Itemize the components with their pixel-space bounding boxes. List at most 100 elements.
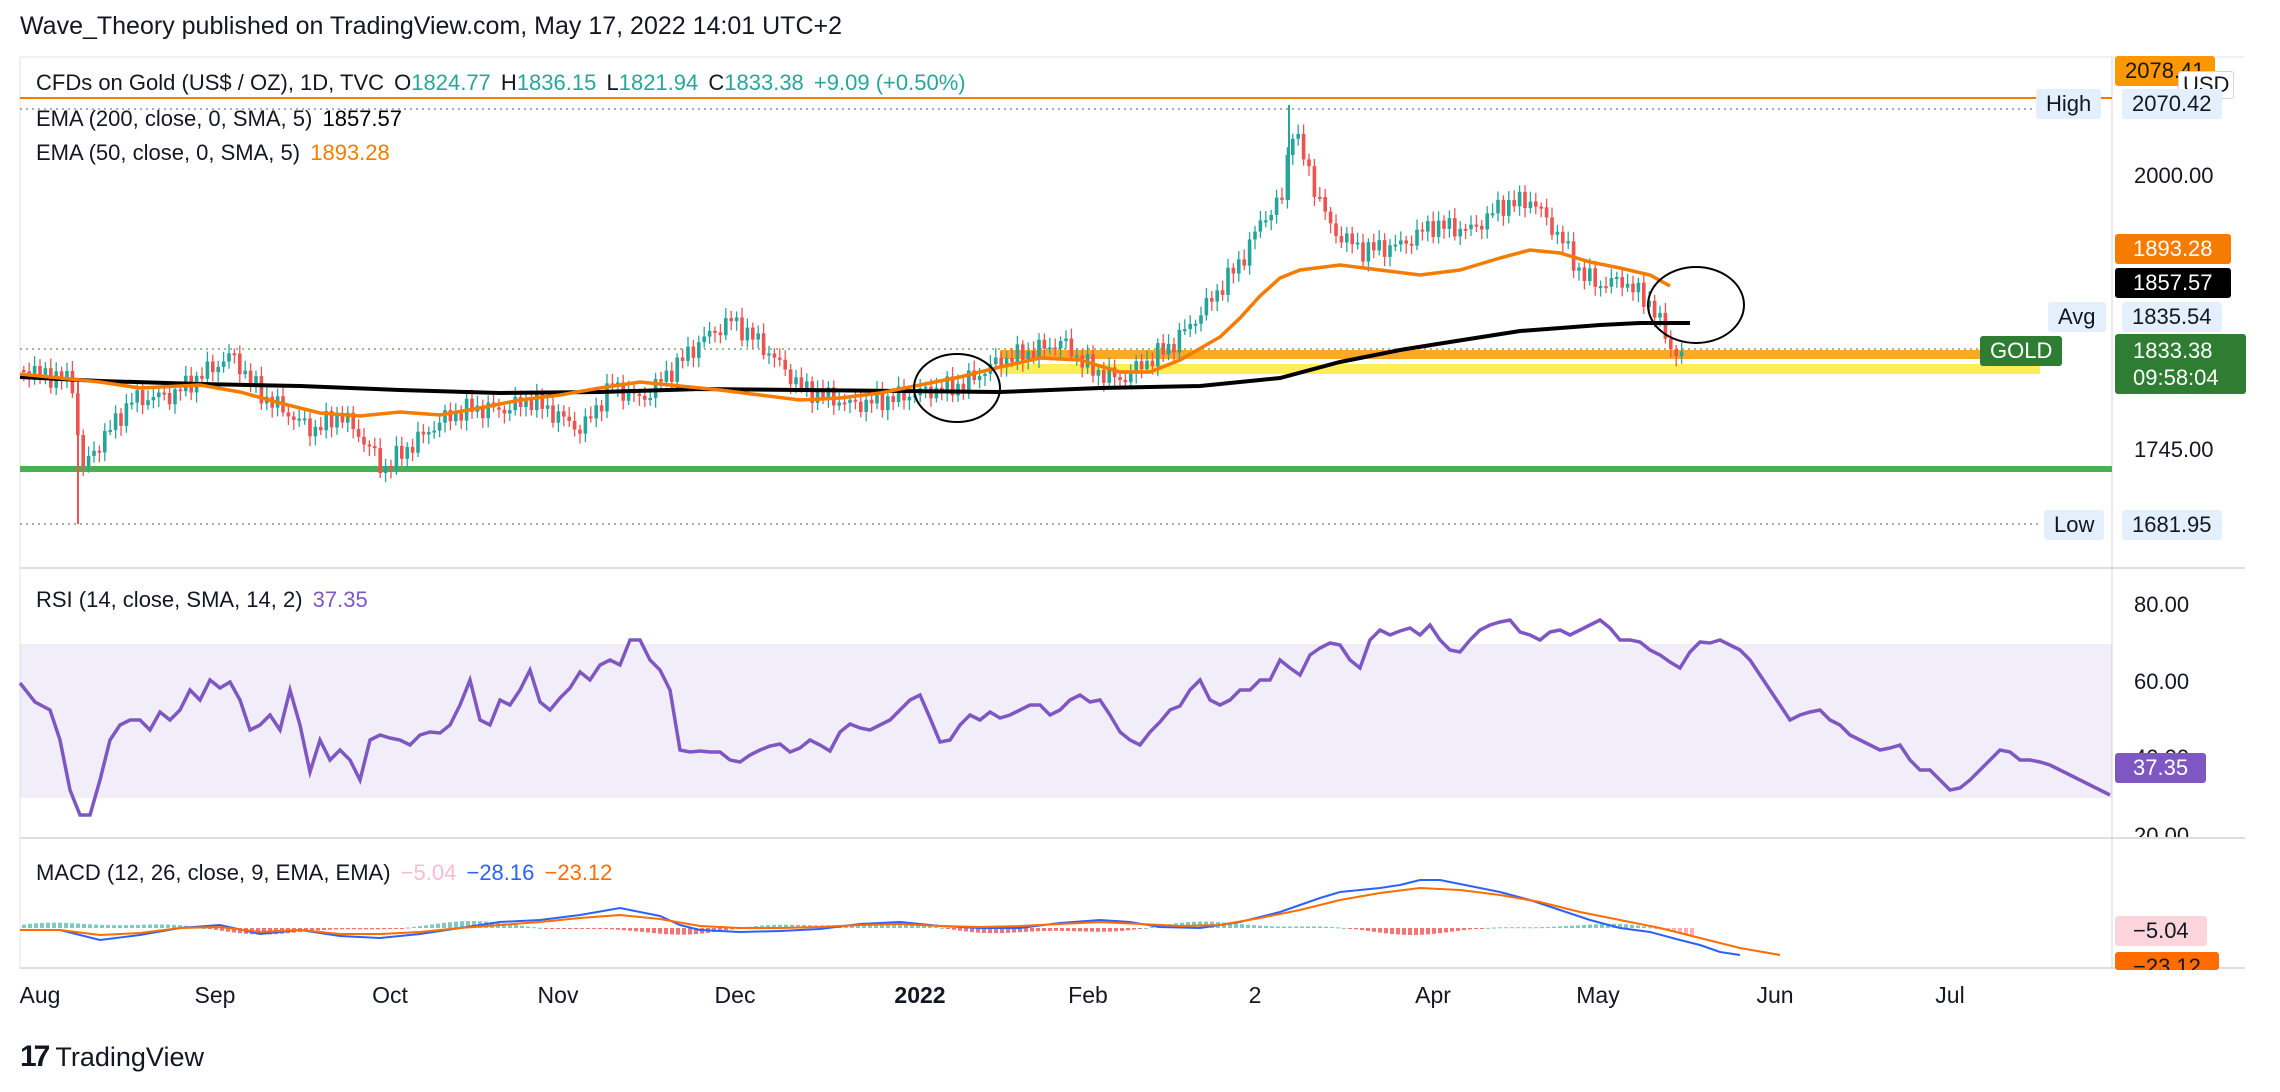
candle xyxy=(1166,343,1171,355)
candle xyxy=(173,389,177,405)
candle xyxy=(1291,138,1295,155)
ema50-legend[interactable]: EMA (50, close, 0, SMA, 5) 1893.28 xyxy=(36,140,394,166)
macd-histogram-bar xyxy=(160,924,164,928)
candle xyxy=(1231,267,1236,274)
candle xyxy=(718,332,723,336)
macd-histogram-bar xyxy=(310,928,314,931)
tradingview-logo[interactable]: 17 TradingView xyxy=(20,1040,204,1074)
candle xyxy=(308,418,312,437)
macd-histogram-bar xyxy=(1306,926,1310,928)
candle xyxy=(1037,339,1041,359)
macd-histogram-bar xyxy=(550,928,554,929)
candle xyxy=(659,378,663,382)
candle xyxy=(1048,347,1052,350)
symbol-title: CFDs on Gold (US$ / OZ), 1D, TVC xyxy=(36,70,385,95)
macd-histogram-bar xyxy=(1090,928,1094,932)
macd-histogram-bar xyxy=(562,928,566,929)
candle xyxy=(1609,277,1614,287)
macd-histogram-bar xyxy=(1438,928,1442,934)
candle xyxy=(1247,239,1252,266)
macd-histogram-bar xyxy=(46,922,50,928)
candle xyxy=(1447,218,1452,229)
macd-histogram-bar xyxy=(178,925,182,928)
candle xyxy=(1377,240,1381,251)
macd-histogram-bar xyxy=(1060,928,1064,931)
macd-histogram-bar xyxy=(1390,928,1394,934)
candle xyxy=(1436,220,1441,237)
macd-histogram-bar xyxy=(1576,925,1580,928)
candle xyxy=(675,357,679,382)
macd-histogram-bar xyxy=(610,928,614,930)
macd-histogram-bar xyxy=(796,924,800,928)
macd-histogram-bar xyxy=(118,925,122,928)
rsi-legend[interactable]: RSI (14, close, SMA, 14, 2) 37.35 xyxy=(36,587,372,613)
macd-histogram-bar xyxy=(1036,928,1040,932)
circle-annotation-1 xyxy=(913,353,1001,423)
candle xyxy=(1334,223,1338,237)
candle xyxy=(680,357,685,361)
candle xyxy=(1004,357,1009,368)
macd-histogram-bar xyxy=(220,928,224,931)
macd-histogram-bar xyxy=(622,928,626,931)
macd-line xyxy=(20,879,1741,956)
candle xyxy=(1274,197,1279,215)
candle xyxy=(1625,283,1630,288)
symbol-legend[interactable]: CFDs on Gold (US$ / OZ), 1D, TVC O1824.7… xyxy=(36,70,970,96)
candle xyxy=(1469,224,1473,230)
candle xyxy=(1075,355,1079,358)
candle xyxy=(707,330,712,337)
macd-histogram-bar xyxy=(1510,927,1514,929)
macd-histogram-bar xyxy=(1360,928,1364,931)
candle xyxy=(551,405,555,423)
time-label: May xyxy=(1576,982,1620,1008)
candle xyxy=(1512,200,1516,207)
candle xyxy=(1561,231,1565,244)
candle xyxy=(702,336,706,343)
candle xyxy=(1139,361,1144,370)
candle xyxy=(1156,343,1160,367)
macd-histogram-bar xyxy=(76,923,80,928)
macd-histogram-bar xyxy=(1396,928,1400,935)
macd-histogram-bar xyxy=(724,928,728,931)
ema200-legend[interactable]: EMA (200, close, 0, SMA, 5) 1857.57 xyxy=(36,106,406,132)
macd-histogram-bar xyxy=(1012,928,1016,933)
macd-histogram-bar xyxy=(1462,928,1466,931)
macd-histogram-bar xyxy=(730,928,734,930)
macd-histogram-bar xyxy=(1498,927,1502,929)
time-label: Sep xyxy=(194,982,236,1008)
macd-histogram-bar xyxy=(694,928,698,935)
macd-histogram-bar xyxy=(1120,928,1124,931)
macd-histogram-bar xyxy=(136,924,140,928)
macd-histogram-bar xyxy=(628,928,632,931)
candle xyxy=(470,398,474,412)
candle xyxy=(1577,267,1581,271)
time-label: Oct xyxy=(372,982,408,1008)
macd-histogram-bar xyxy=(508,924,512,928)
macd-histogram-bar xyxy=(412,926,416,928)
macd-histogram-bar xyxy=(1114,928,1118,932)
candle xyxy=(664,370,669,382)
candle xyxy=(1058,340,1063,349)
rsi-tick-20: 20.00 xyxy=(2134,823,2190,837)
macd-histogram-bar xyxy=(670,928,674,935)
publisher-line: Wave_Theory published on TradingView.com… xyxy=(20,12,842,40)
candle xyxy=(421,431,426,435)
macd-histogram-bar xyxy=(352,928,356,930)
macd-histogram-bar xyxy=(1522,927,1526,929)
candle xyxy=(961,383,966,390)
price-tick-2000: 2000.00 xyxy=(2134,163,2214,188)
candle xyxy=(1210,297,1214,302)
macd-histogram-bar xyxy=(916,924,920,928)
candle xyxy=(756,333,760,340)
candle xyxy=(853,399,858,402)
candle xyxy=(81,435,85,467)
macd-histogram-bar xyxy=(1006,928,1010,933)
candle xyxy=(907,396,912,401)
candle xyxy=(1415,229,1419,246)
yellow-support-band xyxy=(1000,364,2040,374)
candle xyxy=(1188,323,1192,330)
candle xyxy=(1102,369,1106,383)
macd-legend[interactable]: MACD (12, 26, close, 9, EMA, EMA) −5.04 … xyxy=(36,860,616,886)
macd-histogram-bar xyxy=(58,922,62,928)
